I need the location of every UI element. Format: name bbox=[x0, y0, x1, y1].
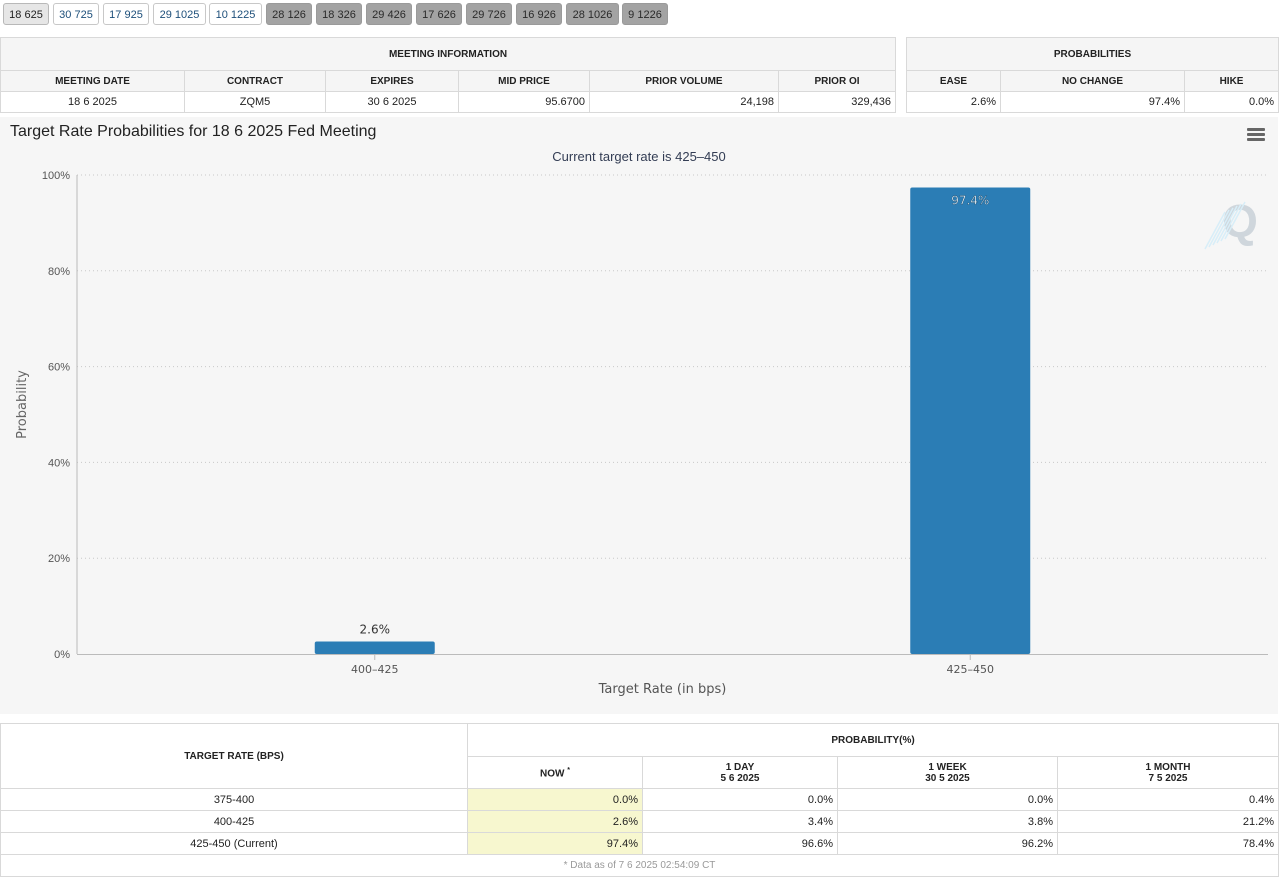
expires-value: 30 6 2025 bbox=[325, 91, 459, 113]
chart-menu-icon[interactable] bbox=[1247, 128, 1265, 142]
bar bbox=[910, 187, 1031, 654]
expires-header: EXPIRES bbox=[325, 70, 459, 92]
tab-meeting-7[interactable]: 29 426 bbox=[366, 3, 412, 25]
prior-volume-header: PRIOR VOLUME bbox=[589, 70, 779, 92]
target-rate-header: TARGET RATE (BPS) bbox=[0, 723, 468, 789]
now-cell: 97.4% bbox=[467, 832, 643, 855]
watermark-stripe bbox=[1216, 205, 1238, 244]
no-change-value: 97.4% bbox=[1000, 91, 1185, 113]
now-cell: 2.6% bbox=[467, 810, 643, 833]
watermark-stripe bbox=[1224, 201, 1246, 240]
bar-chart: 0% 20% 40% 60% 80% 100% 400–425 2.6% 425–450 97.4… bbox=[15, 170, 1268, 697]
one-month-cell: 78.4% bbox=[1056, 832, 1280, 855]
bar-value-label: 2.6% bbox=[360, 623, 391, 637]
hike-header: HIKE bbox=[1183, 70, 1280, 92]
table-row: 425-450 (Current) 97.4% 96.6% 96.2% 78.4… bbox=[0, 832, 1280, 855]
probabilities-title: PROBABILITIES bbox=[905, 37, 1280, 71]
watermark-stripe bbox=[1208, 209, 1230, 248]
tab-meeting-3[interactable]: 29 1025 bbox=[153, 3, 206, 25]
meeting-information-table: MEETING INFORMATION MEETING DATE CONTRAC… bbox=[0, 37, 897, 113]
ease-value: 2.6% bbox=[906, 91, 1001, 113]
chart-panel: Target Rate Probabilities for 18 6 2025 … bbox=[0, 117, 1278, 714]
tab-meeting-1[interactable]: 30 725 bbox=[53, 3, 99, 25]
y-tick-label: 100% bbox=[42, 170, 70, 182]
one-day-cell: 0.0% bbox=[642, 788, 838, 811]
tab-meeting-6[interactable]: 18 326 bbox=[316, 3, 362, 25]
one-week-cell: 96.2% bbox=[837, 832, 1058, 855]
prior-volume-value: 24,198 bbox=[589, 91, 779, 113]
prior-oi-value: 329,436 bbox=[777, 91, 897, 113]
tab-meeting-10[interactable]: 16 926 bbox=[516, 3, 562, 25]
contract-value: ZQM5 bbox=[184, 91, 326, 113]
y-axis-title: Probability bbox=[15, 370, 30, 439]
one-day-cell: 96.6% bbox=[642, 832, 838, 855]
target-rate-cell: 375-400 bbox=[0, 788, 468, 811]
table-row: 375-400 0.0% 0.0% 0.0% 0.4% bbox=[0, 788, 1280, 811]
target-rate-table: TARGET RATE (BPS) PROBABILITY(%) NOW * 1… bbox=[0, 723, 1280, 877]
tab-meeting-0[interactable]: 18 625 bbox=[3, 3, 49, 25]
y-tick-label: 40% bbox=[48, 457, 70, 469]
mid-price-value: 95.6700 bbox=[458, 91, 590, 113]
bar-value-label: 97.4% bbox=[951, 193, 989, 207]
no-change-header: NO CHANGE bbox=[1000, 70, 1185, 92]
prior-oi-header: PRIOR OI bbox=[777, 70, 897, 92]
chart-subtitle: Current target rate is 425–450 bbox=[552, 149, 726, 164]
probabilities-table: PROBABILITIES EASE NO CHANGE HIKE 2.6% 9… bbox=[905, 37, 1280, 113]
now-cell: 0.0% bbox=[467, 788, 643, 811]
x-tick-label: 400–425 bbox=[351, 663, 399, 676]
tab-meeting-2[interactable]: 17 925 bbox=[103, 3, 149, 25]
target-rate-cell: 425-450 (Current) bbox=[0, 832, 468, 855]
x-axis-title: Target Rate (in bps) bbox=[598, 682, 727, 697]
tab-meeting-11[interactable]: 28 1026 bbox=[566, 3, 619, 25]
one-month-cell: 0.4% bbox=[1056, 788, 1280, 811]
y-tick-label: 20% bbox=[48, 553, 70, 565]
contract-header: CONTRACT bbox=[184, 70, 326, 92]
bar bbox=[314, 641, 435, 654]
one-week-cell: 3.8% bbox=[837, 810, 1058, 833]
probability-header: PROBABILITY(%) bbox=[466, 723, 1280, 757]
one-week-header: 1 WEEK 30 5 2025 bbox=[837, 756, 1058, 789]
y-tick-label: 80% bbox=[48, 266, 70, 278]
one-month-cell: 21.2% bbox=[1056, 810, 1280, 833]
tab-meeting-5[interactable]: 28 126 bbox=[266, 3, 312, 25]
watermark-stripe bbox=[1204, 211, 1226, 250]
tab-meeting-12[interactable]: 9 1226 bbox=[622, 3, 668, 25]
meeting-date-value: 18 6 2025 bbox=[0, 91, 185, 113]
meeting-date-header: MEETING DATE bbox=[0, 70, 185, 92]
one-week-cell: 0.0% bbox=[837, 788, 1058, 811]
ease-header: EASE bbox=[906, 70, 1001, 92]
hike-value: 0.0% bbox=[1183, 91, 1280, 113]
watermark-logo-icon: Q bbox=[1222, 195, 1258, 247]
now-marker: * bbox=[567, 767, 570, 775]
mid-price-header: MID PRICE bbox=[458, 70, 590, 92]
x-tick-label: 425–450 bbox=[947, 663, 995, 676]
table-row: 400-425 2.6% 3.4% 3.8% 21.2% bbox=[0, 810, 1280, 833]
tab-meeting-9[interactable]: 29 726 bbox=[466, 3, 512, 25]
one-day-cell: 3.4% bbox=[642, 810, 838, 833]
target-rate-cell: 400-425 bbox=[0, 810, 468, 833]
y-tick-label: 60% bbox=[48, 362, 70, 374]
watermark-stripe bbox=[1212, 207, 1234, 246]
tab-meeting-4[interactable]: 10 1225 bbox=[209, 3, 262, 25]
tab-meeting-8[interactable]: 17 626 bbox=[416, 3, 462, 25]
one-month-header: 1 MONTH 7 5 2025 bbox=[1056, 756, 1280, 789]
watermark-stripe bbox=[1220, 203, 1242, 242]
now-header: NOW * bbox=[467, 756, 643, 789]
one-day-header: 1 DAY 5 6 2025 bbox=[642, 756, 838, 789]
chart-title: Target Rate Probabilities for 18 6 2025 … bbox=[10, 123, 377, 140]
data-timestamp-note: * Data as of 7 6 2025 02:54:09 CT bbox=[0, 854, 1280, 877]
y-tick-label: 0% bbox=[54, 649, 70, 661]
meeting-information-title: MEETING INFORMATION bbox=[0, 37, 897, 71]
